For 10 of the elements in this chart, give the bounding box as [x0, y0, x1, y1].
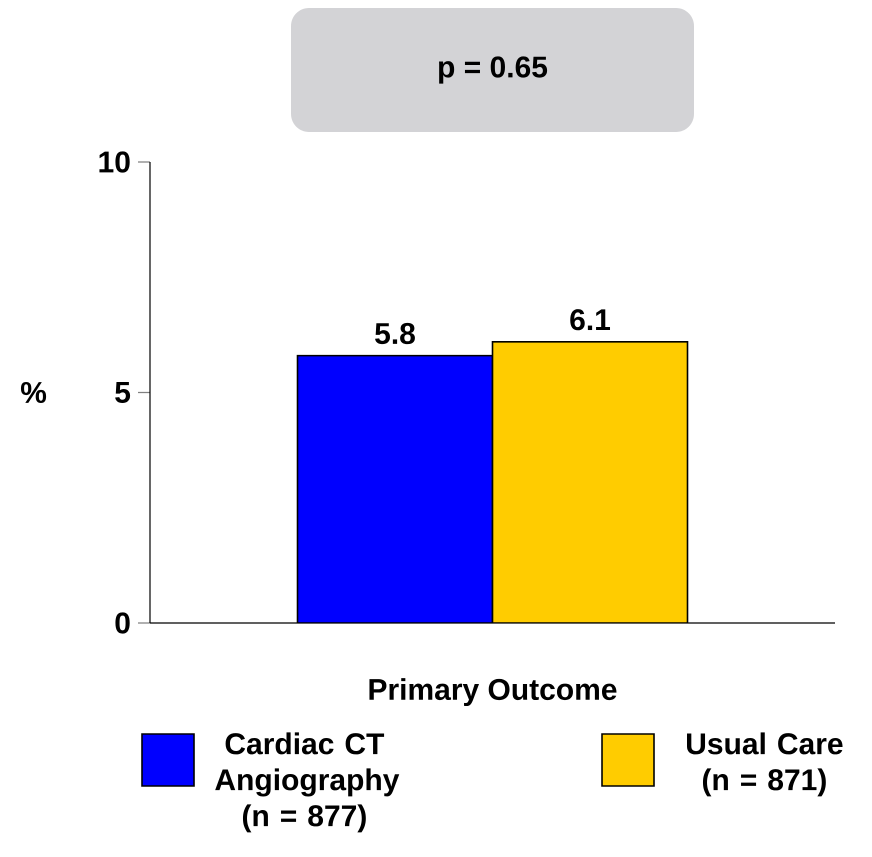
y-tick-label: 10 — [99, 151, 130, 173]
legend-label: Cardiac CT Angiography (n = 877) — [215, 732, 400, 832]
y-tick-label: 0 — [115, 612, 130, 634]
y-tick-label: 5 — [115, 382, 130, 403]
legend-label: Usual Care (n = 871) — [686, 732, 843, 796]
y-axis-title: % — [20, 382, 46, 404]
text: p = 0.65 — [439, 56, 548, 84]
data-label: 6.1 — [570, 309, 610, 330]
data-label: 5.8 — [375, 322, 415, 344]
x-tick-label: Primary Outcome — [369, 678, 616, 706]
